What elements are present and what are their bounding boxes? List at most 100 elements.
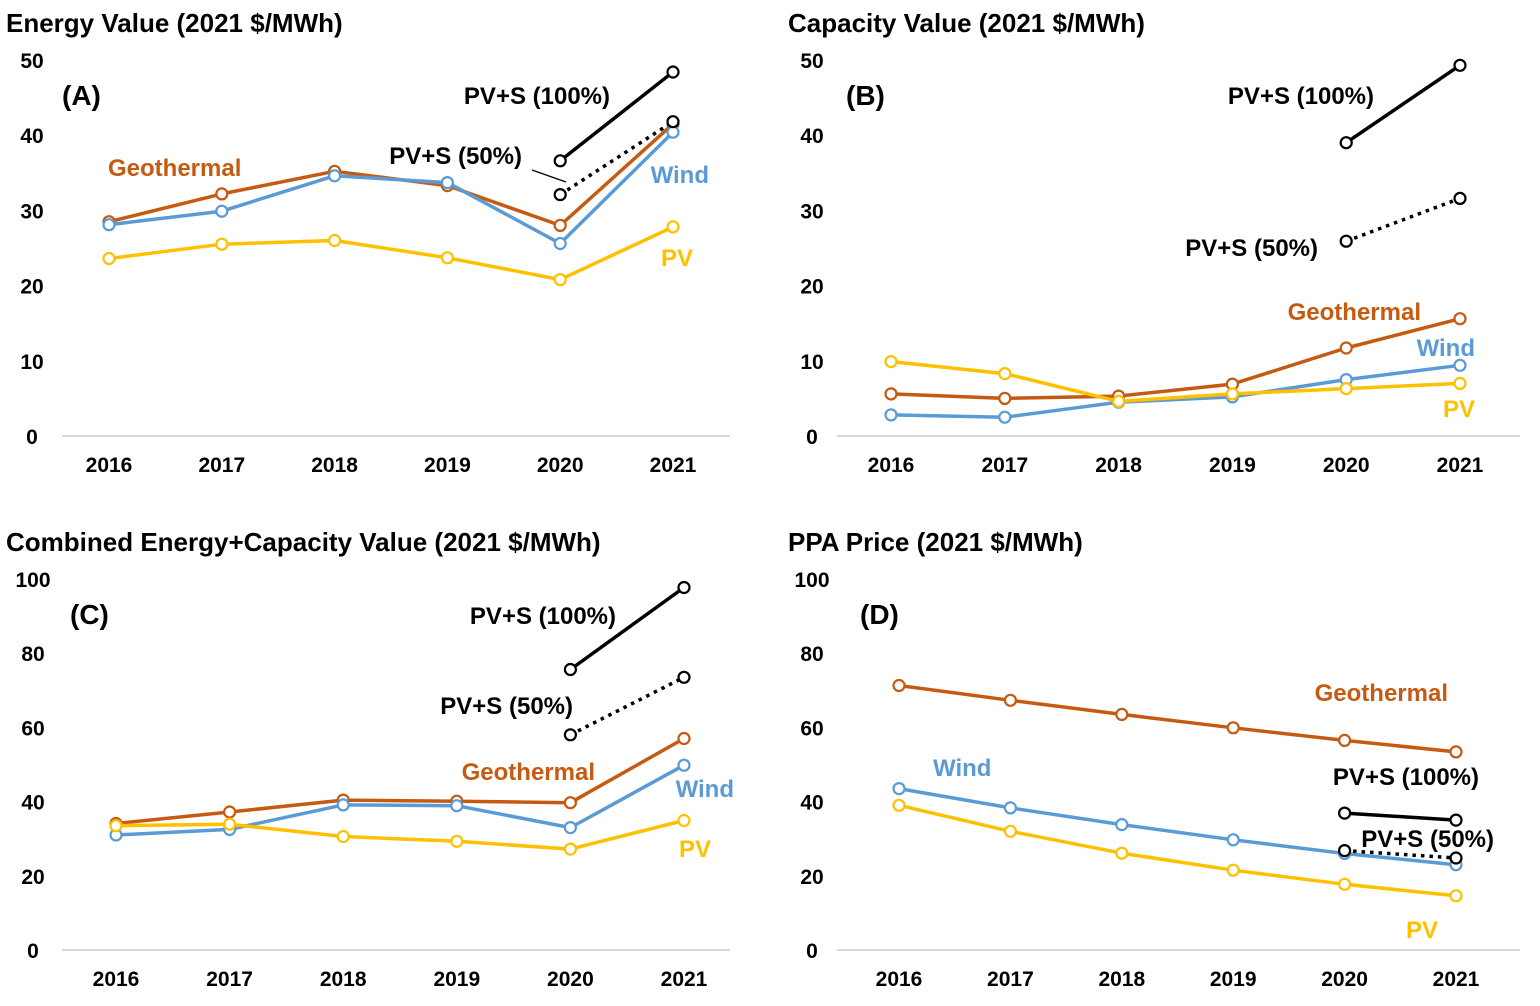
y-tick-label: 50 [20,50,43,73]
series-line [569,675,685,737]
data-point [666,125,680,139]
series-pv-s-50: PV+S (50%) [440,670,691,742]
data-point [666,65,680,79]
data-point [102,218,116,232]
y-tick-label: 40 [800,792,823,815]
series-label: PV [1443,396,1475,423]
chart-title: Energy Value (2021 $/MWh) [6,8,343,38]
series-wind: Wind [884,335,1475,424]
chart-title: PPA Price (2021 $/MWh) [788,527,1083,557]
data-point [553,188,567,202]
chart-panel-a: Energy Value (2021 $/MWh) 0 10 20 30 40 50 2016… [6,8,730,477]
x-tick-label: 2021 [661,968,708,991]
series-line [1345,196,1461,243]
series-pv-s-50: PV+S (50%) [1337,826,1494,865]
x-tick-label: 2020 [547,968,594,991]
data-point [677,580,691,595]
y-tick-label: 100 [794,569,829,592]
series-pv-s-50: PV+S (50%) [1185,191,1467,262]
y-tick-label: 40 [21,792,44,815]
series-label: PV+S (100%) [1333,764,1479,791]
panel-label: (A) [62,80,101,111]
series-label: PV [679,836,711,863]
data-point [1449,851,1463,865]
data-point [1226,721,1240,735]
data-point [553,218,567,232]
x-tick-label: 2017 [987,968,1034,991]
data-point [1337,843,1352,858]
data-point [1453,58,1467,72]
panel-label: (B) [846,80,885,111]
data-point [1115,846,1129,860]
series-label: PV+S (50%) [389,143,522,170]
series-line [890,317,1461,401]
data-point [666,220,680,234]
data-point [1339,341,1353,355]
data-point [1453,376,1467,390]
x-tick-label: 2020 [1321,968,1368,991]
data-point [215,237,229,251]
x-tick-label: 2021 [650,454,697,477]
chart-panel-d: PPA Price (2021 $/MWh) 0 20 40 60 80 100 2016 20… [788,527,1520,991]
series-pv-s-100: PV+S (100%) [1333,764,1479,827]
chart-panel-b: Capacity Value (2021 $/MWh) 0 10 20 30 40 50 20… [788,8,1520,477]
data-point [563,728,578,742]
data-point [1111,394,1126,408]
x-tick-label: 2016 [93,968,140,991]
y-tick-label: 0 [806,426,818,449]
x-tick-label: 2017 [981,454,1028,477]
data-point [553,236,567,251]
series-pv: PV [892,798,1463,944]
series-pv: PV [884,355,1475,423]
x-tick-label: 2016 [868,454,915,477]
series-line [115,818,685,851]
data-point [563,820,578,835]
x-tick-label: 2019 [424,454,471,477]
data-point [1449,745,1463,759]
data-point [450,834,464,848]
data-point [1115,707,1129,722]
series-line [569,586,686,671]
series-label: PV [661,245,693,272]
data-point [1339,136,1353,150]
series-pv: PV [102,220,693,287]
y-tick-label: 10 [20,351,43,374]
series-pv-s-50: PV+S (50%) [389,115,680,202]
x-tick-label: 2021 [1433,968,1480,991]
data-point [998,367,1012,381]
x-tick-label: 2017 [206,968,253,991]
data-point [1003,801,1018,815]
data-point [1225,387,1240,401]
data-point [223,805,237,819]
y-tick-label: 20 [800,866,823,889]
data-point [102,251,116,266]
data-point [328,169,342,183]
data-point [677,758,691,772]
series-line [1345,63,1461,145]
x-tick-label: 2021 [1437,454,1484,477]
data-point [1337,806,1352,820]
data-point [892,678,906,693]
series-label: Wind [676,776,734,803]
data-point [563,796,578,810]
data-point [1339,234,1353,248]
data-point [328,233,342,248]
y-tick-label: 40 [20,125,43,148]
series-line [108,225,674,282]
data-point [884,408,898,422]
series-line [108,130,675,246]
series-line [115,763,685,837]
series-line [898,683,1457,754]
data-point [998,410,1012,424]
y-tick-label: 0 [806,940,818,963]
label-leader-line [531,169,567,183]
data-point [1453,358,1467,372]
data-point [215,187,229,201]
data-point [440,251,454,265]
series-geothermal: Geothermal [884,299,1467,405]
y-tick-label: 80 [21,643,44,666]
series-label: PV+S (50%) [1361,826,1494,853]
x-tick-label: 2018 [320,968,367,991]
data-point [215,204,229,218]
